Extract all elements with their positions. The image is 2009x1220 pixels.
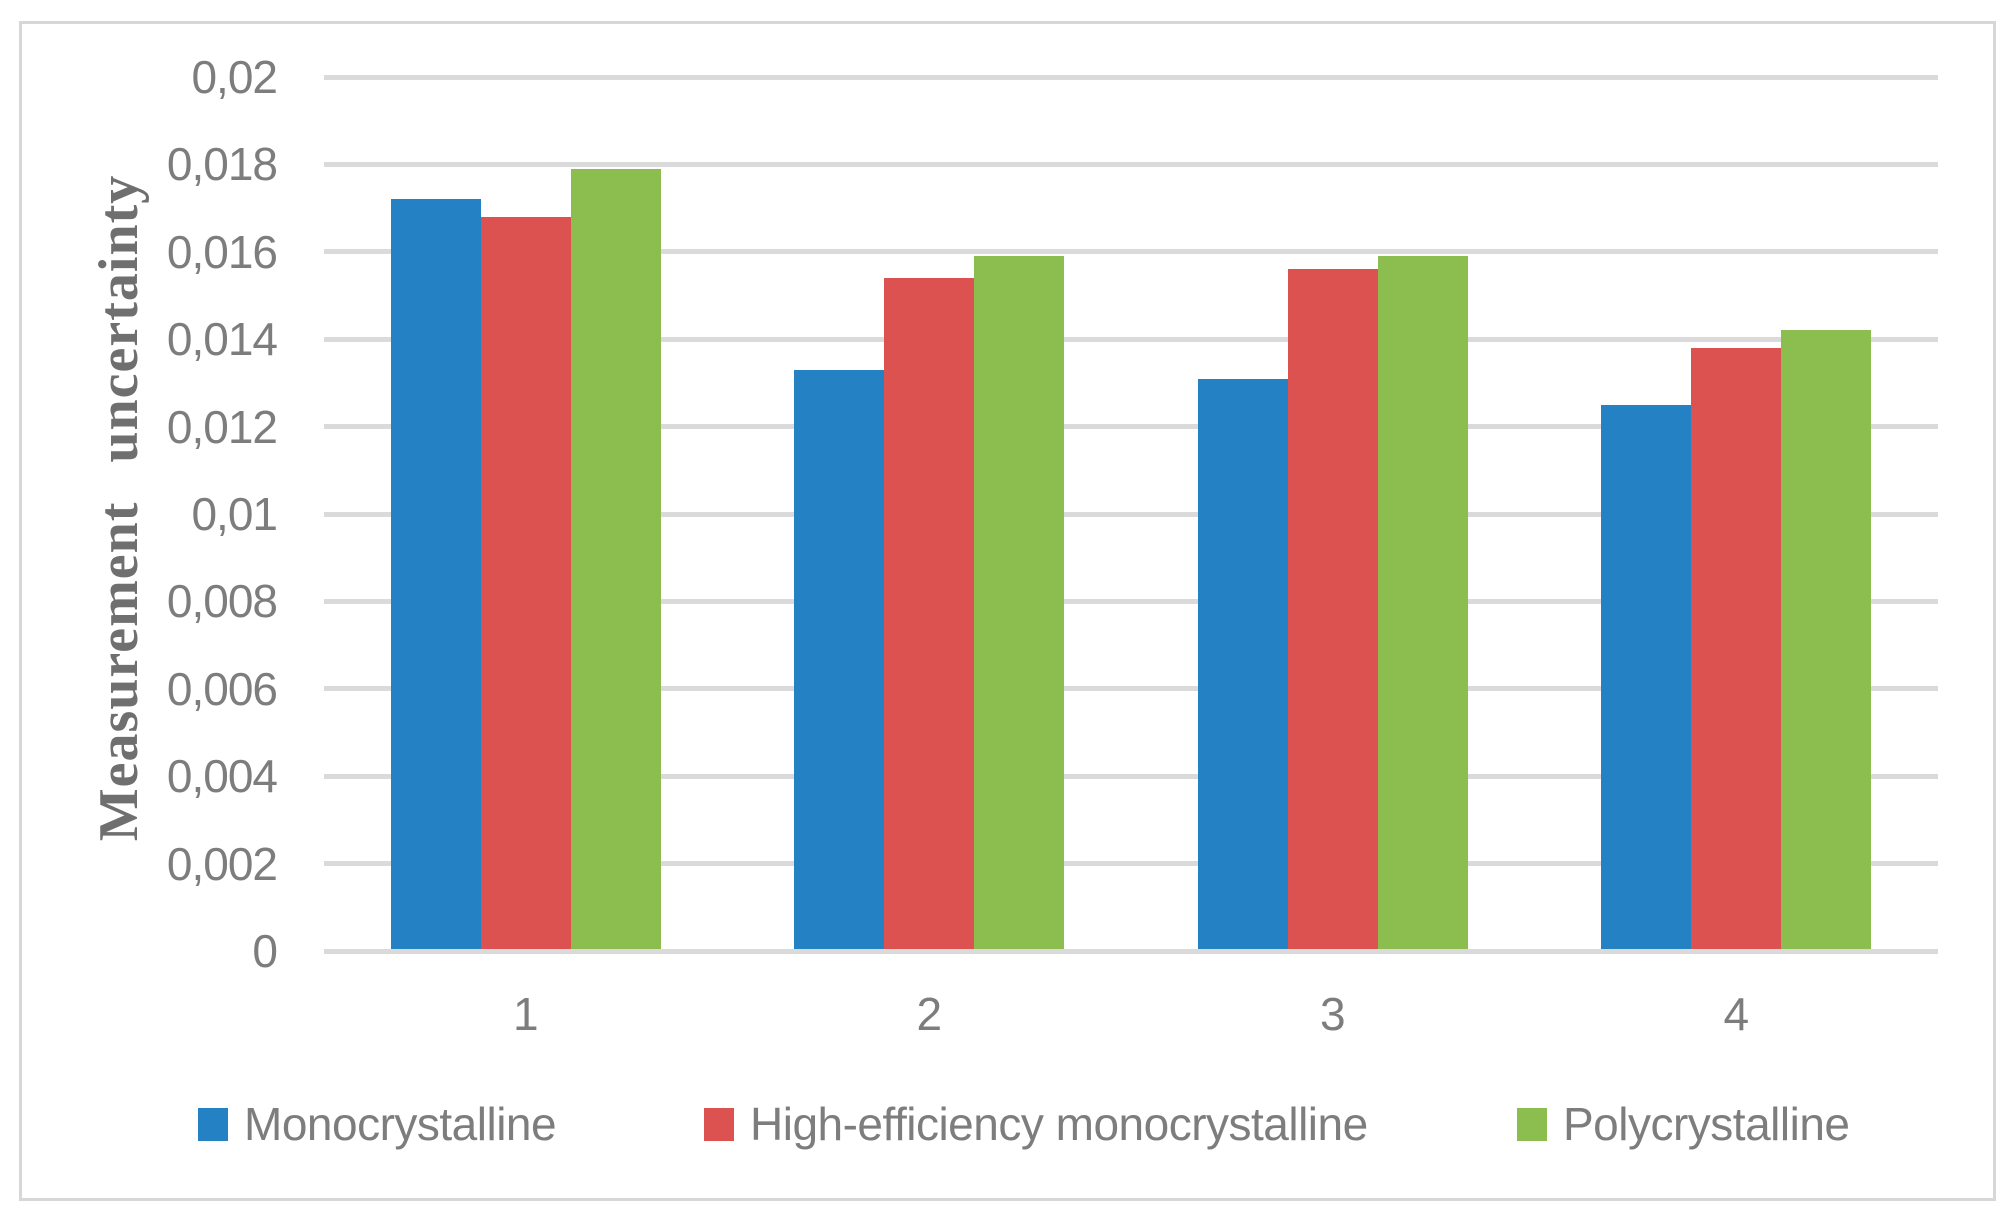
legend-item: Monocrystalline — [198, 1098, 557, 1150]
bar-monocrystalline-category-2 — [794, 369, 885, 951]
gridline — [324, 861, 1938, 867]
legend-swatch-icon — [704, 1107, 734, 1141]
legend-swatch-icon — [1517, 1107, 1547, 1141]
y-tick-label: 0,008 — [166, 575, 278, 628]
gridline — [324, 424, 1938, 430]
gridline — [324, 161, 1938, 167]
x-tick-label: 2 — [916, 988, 943, 1040]
y-tick-label: 0,012 — [166, 400, 278, 453]
bar-polycrystalline-category-1 — [570, 168, 661, 951]
gridline — [324, 336, 1938, 342]
y-tick-label: 0,018 — [166, 138, 278, 191]
bar-high-efficiency-monocrystalline-category-4 — [1691, 347, 1782, 951]
plot-area — [324, 74, 1938, 954]
gridline — [324, 598, 1938, 604]
bar-monocrystalline-category-4 — [1601, 404, 1692, 951]
x-axis-line — [324, 948, 1938, 954]
y-tick-label: 0,006 — [166, 662, 278, 715]
bar-high-efficiency-monocrystalline-category-2 — [884, 278, 975, 951]
gridline — [324, 249, 1938, 255]
bar-polycrystalline-category-4 — [1781, 330, 1872, 951]
bar-polycrystalline-category-2 — [974, 256, 1065, 951]
x-tick-label: 3 — [1319, 988, 1346, 1040]
x-tick-label: 1 — [512, 988, 539, 1040]
legend-label: Polycrystalline — [1563, 1098, 1850, 1150]
y-tick-label: 0,01 — [191, 488, 278, 540]
bar-monocrystalline-category-3 — [1197, 378, 1288, 951]
legend-label: High-efficiency monocrystalline — [750, 1098, 1368, 1150]
legend-item: High-efficiency monocrystalline — [704, 1098, 1368, 1150]
gridline — [324, 74, 1938, 80]
y-tick-label: 0,02 — [191, 51, 278, 103]
x-tick-label: 4 — [1723, 988, 1750, 1040]
bar-high-efficiency-monocrystalline-category-1 — [480, 216, 571, 951]
gridline — [324, 686, 1938, 692]
y-tick-label: 0,016 — [166, 225, 278, 278]
gridline — [324, 511, 1938, 517]
bar-monocrystalline-category-1 — [390, 199, 481, 951]
bar-polycrystalline-category-3 — [1377, 256, 1468, 951]
y-tick-label: 0,004 — [166, 750, 278, 803]
legend-swatch-icon — [198, 1107, 228, 1141]
bar-high-efficiency-monocrystalline-category-3 — [1287, 269, 1378, 951]
legend-label: Monocrystalline — [244, 1098, 557, 1150]
y-tick-label: 0,014 — [166, 313, 278, 366]
gridline — [324, 773, 1938, 779]
y-tick-label: 0 — [252, 925, 278, 977]
y-tick-label: 0,002 — [166, 837, 278, 890]
legend-item: Polycrystalline — [1517, 1098, 1850, 1150]
